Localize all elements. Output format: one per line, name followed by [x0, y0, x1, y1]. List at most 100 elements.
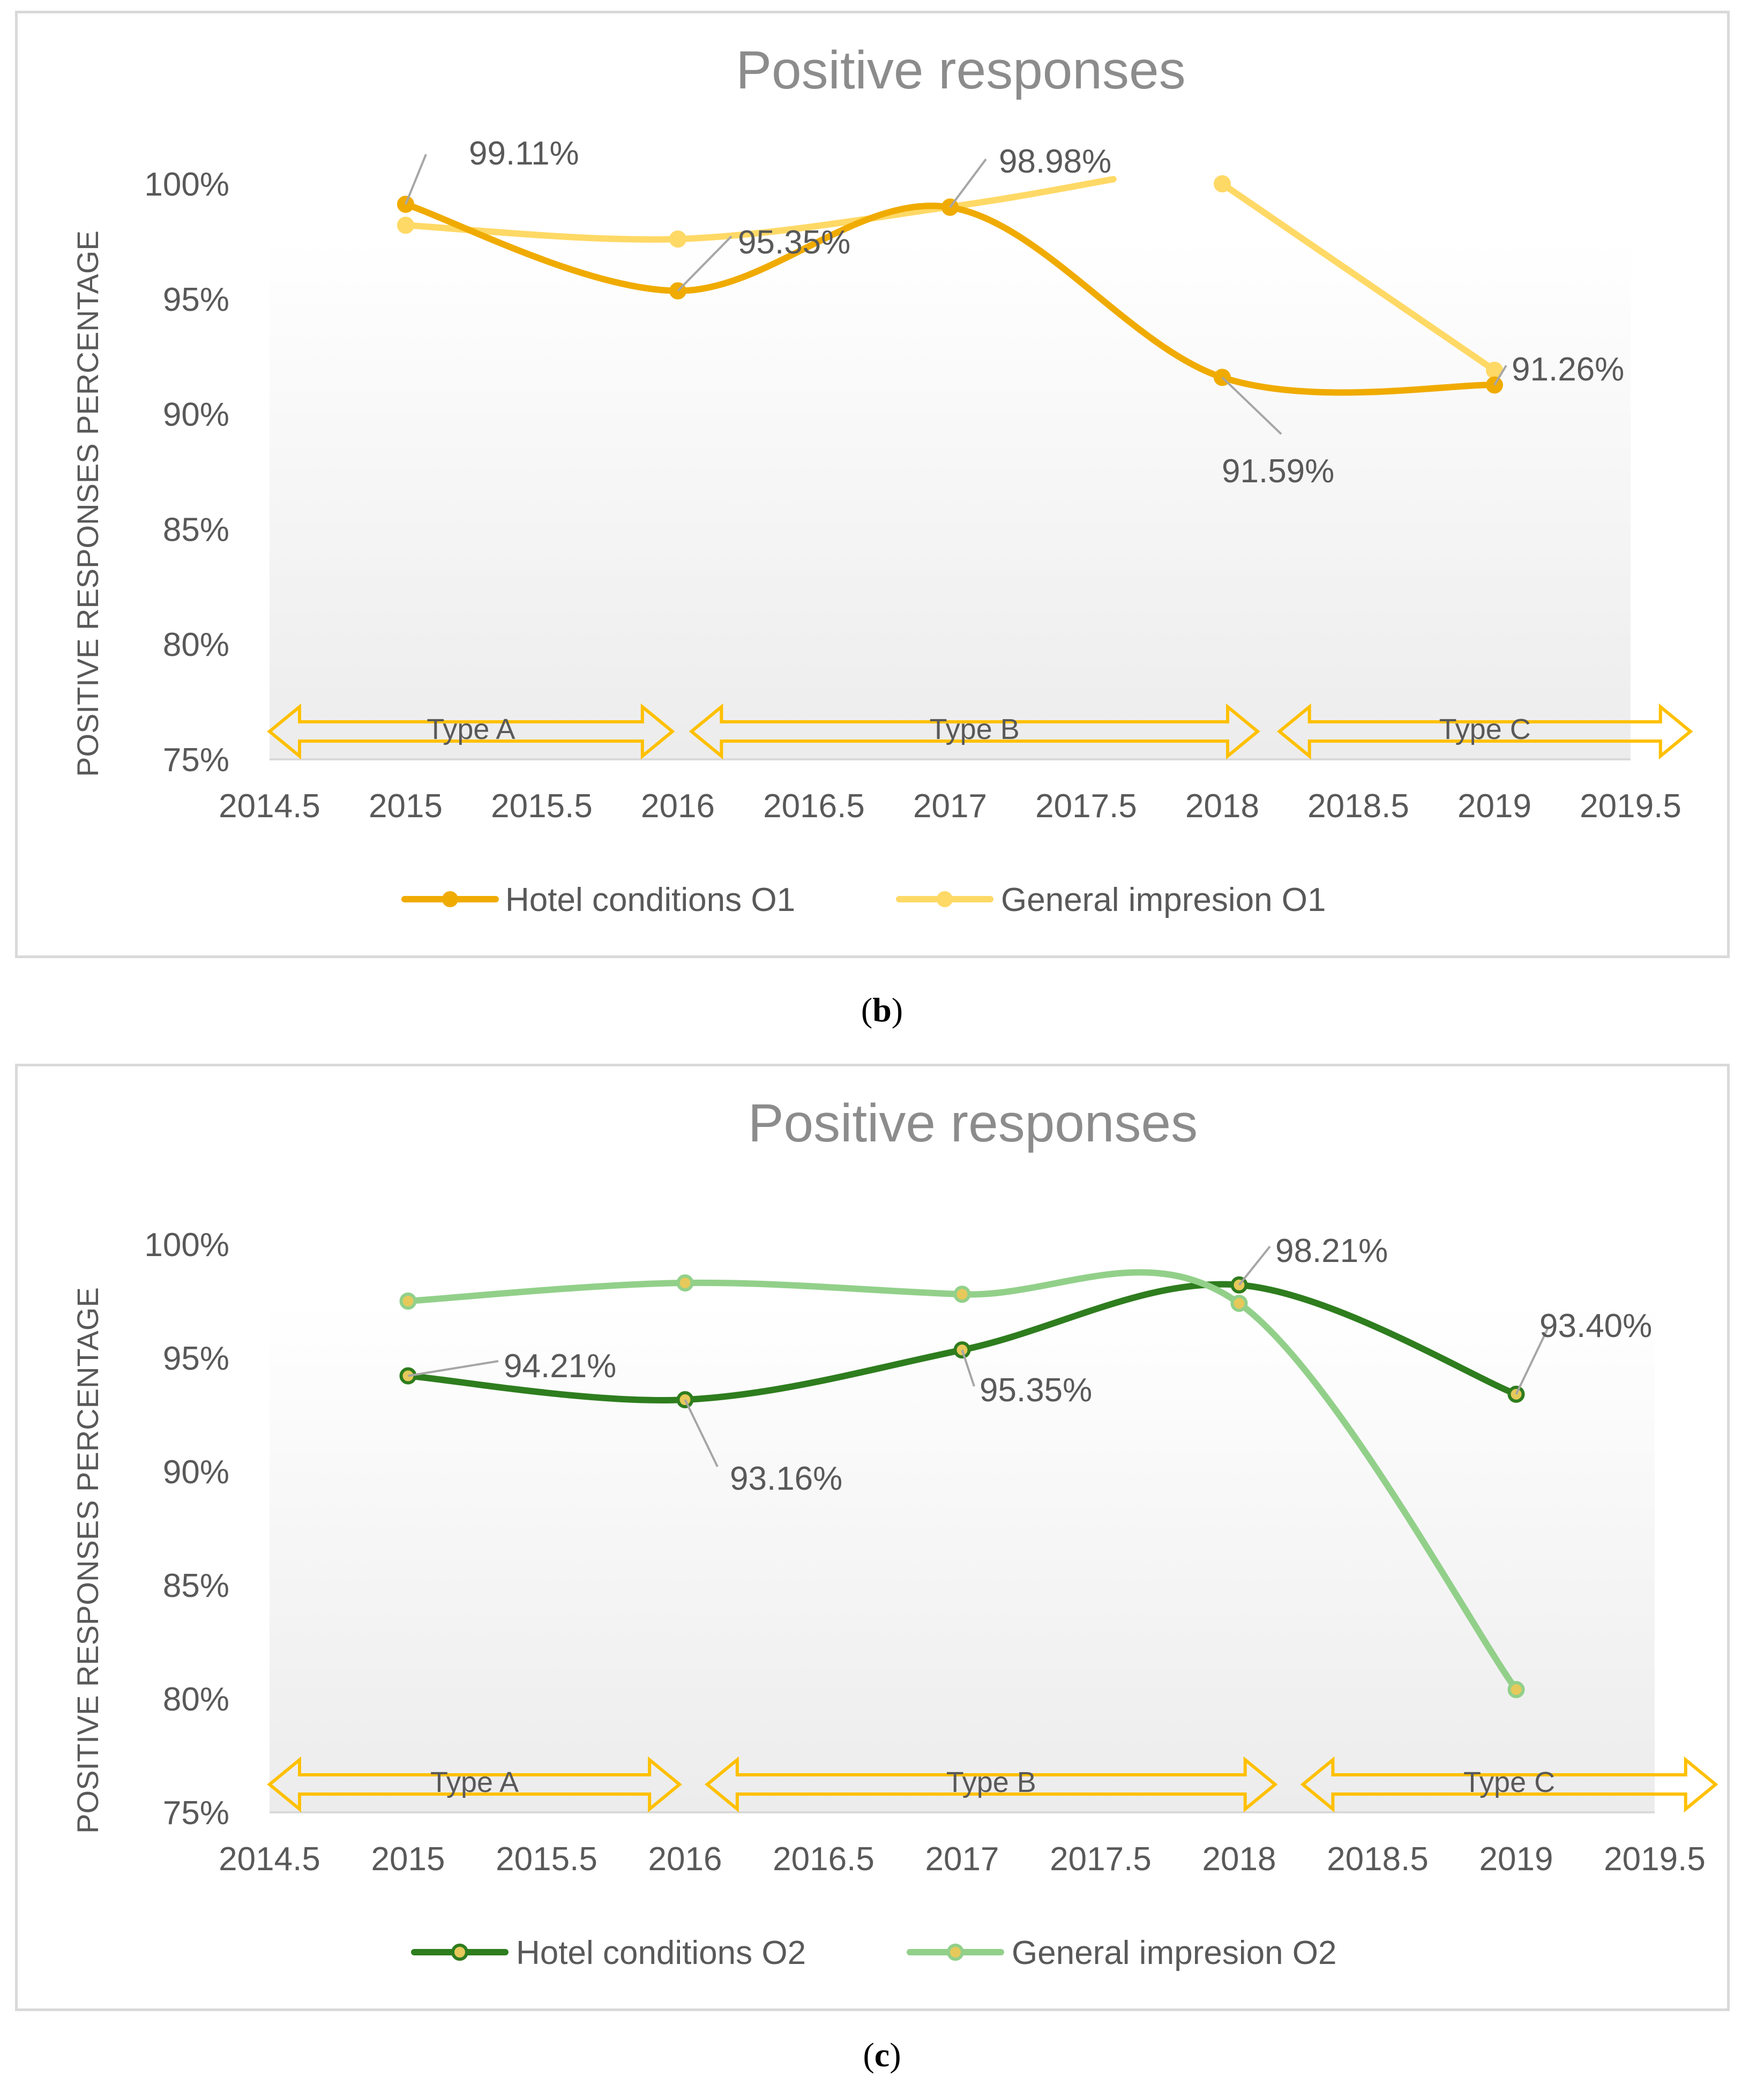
data-label-leader	[677, 235, 732, 292]
data-label-leader	[1238, 1245, 1271, 1286]
legend-label: Hotel conditions O1	[505, 882, 795, 918]
data-point	[676, 1274, 694, 1292]
x-tick-label: 2019	[1479, 1841, 1553, 1878]
caption-c-letter: c	[874, 2036, 890, 2074]
y-axis-title: POSITIVE RESPONSES PERCENTAGE	[71, 1287, 104, 1834]
data-point	[399, 1293, 417, 1310]
data-label-leader	[961, 1349, 975, 1387]
data-label-leader	[684, 1399, 719, 1467]
data-label-leader	[405, 154, 427, 205]
region-arrow	[705, 1756, 1278, 1813]
data-point	[397, 216, 414, 234]
data-point	[953, 1341, 971, 1359]
caption-c: (c)	[863, 2036, 901, 2074]
data-point	[669, 230, 686, 248]
legend-swatch-marker	[947, 1944, 964, 1961]
x-tick-label: 2018	[1185, 788, 1259, 825]
data-label: 94.21%	[504, 1348, 616, 1385]
y-tick-label: 85%	[163, 1567, 229, 1604]
x-tick-label: 2017	[913, 788, 987, 825]
data-label: 95.35%	[980, 1372, 1092, 1409]
x-tick-label: 2018.5	[1327, 1841, 1429, 1878]
x-tick-label: 2015.5	[491, 788, 593, 825]
x-tick-label: 2015	[371, 1841, 445, 1878]
series-line	[405, 1269, 1520, 1693]
region-label: Type B	[930, 713, 1020, 745]
series-line	[402, 176, 1117, 243]
region-arrow	[267, 703, 675, 760]
x-tick-label: 2016	[648, 1841, 722, 1878]
x-tick-label: 2016.5	[773, 1841, 874, 1878]
x-tick-label: 2016.5	[763, 788, 865, 825]
data-label-leader	[1515, 1328, 1549, 1395]
x-tick-label: 2018.5	[1307, 788, 1409, 825]
x-tick-label: 2018	[1202, 1841, 1276, 1878]
region-label: Type A	[427, 713, 515, 745]
plot-area-background	[270, 238, 1631, 759]
x-tick-label: 2015	[369, 788, 443, 825]
legend-label: General impresion O1	[1001, 882, 1326, 918]
data-point	[1507, 1681, 1525, 1699]
chart-panel-b: Positive responses POSITIVE RESPONSES PER…	[15, 11, 1730, 958]
x-tick-label: 2017.5	[1035, 788, 1137, 825]
x-tick-label: 2017	[925, 1841, 999, 1878]
chart-title: Positive responses	[736, 40, 1185, 100]
data-point	[1507, 1385, 1525, 1403]
series-line	[1219, 181, 1498, 374]
region-label: Type B	[946, 1766, 1036, 1798]
data-label: 91.59%	[1222, 453, 1334, 490]
legend-label: General impresion O2	[1012, 1934, 1337, 1971]
data-label-leader	[949, 158, 987, 208]
region-label: Type A	[430, 1766, 519, 1798]
legend-swatch-marker	[442, 891, 458, 907]
x-tick-label: 2017.5	[1050, 1841, 1152, 1878]
data-point	[1230, 1295, 1248, 1312]
x-tick-label: 2019	[1457, 788, 1531, 825]
x-tick-label: 2019.5	[1604, 1841, 1706, 1878]
y-tick-label: 75%	[163, 742, 229, 779]
caption-b-letter: b	[872, 991, 892, 1029]
y-tick-label: 75%	[163, 1795, 229, 1832]
x-tick-label: 2014.5	[219, 788, 320, 825]
region-arrow	[1300, 1756, 1718, 1813]
chart-c-svg: Positive responses POSITIVE RESPONSES PER…	[71, 1093, 1718, 1971]
x-tick-label: 2015.5	[496, 1841, 597, 1878]
data-label: 93.16%	[730, 1460, 842, 1497]
region-arrow	[689, 703, 1260, 760]
plot-area-background	[270, 1302, 1655, 1812]
y-tick-label: 95%	[163, 281, 229, 318]
region-label: Type C	[1439, 713, 1531, 745]
data-label-leader	[408, 1360, 499, 1377]
data-label: 91.26%	[1512, 351, 1624, 388]
y-tick-label: 85%	[163, 511, 229, 548]
region-arrow	[267, 1756, 682, 1813]
x-tick-label: 2016	[641, 788, 715, 825]
chart-title: Positive responses	[748, 1093, 1198, 1153]
y-tick-label: 100%	[144, 166, 229, 203]
data-label: 99.11%	[469, 135, 579, 172]
y-tick-label: 80%	[163, 626, 229, 663]
legend-swatch-marker	[937, 891, 953, 907]
y-tick-label: 100%	[144, 1227, 229, 1264]
caption-b: (b)	[861, 991, 903, 1029]
legend-swatch-marker	[451, 1944, 468, 1961]
data-label: 93.40%	[1539, 1308, 1652, 1344]
x-tick-label: 2019.5	[1580, 788, 1681, 825]
y-tick-label: 80%	[163, 1681, 229, 1718]
data-label-leader	[1493, 364, 1507, 386]
chart-b-svg: Positive responses POSITIVE RESPONSES PER…	[71, 40, 1693, 918]
y-tick-label: 90%	[163, 397, 229, 434]
data-point	[399, 1367, 417, 1385]
y-tick-label: 90%	[163, 1454, 229, 1491]
data-label: 98.21%	[1275, 1233, 1388, 1269]
region-label: Type C	[1463, 1766, 1555, 1798]
data-label: 98.98%	[999, 143, 1111, 180]
data-label-leader	[1221, 376, 1282, 435]
data-label: 95.35%	[738, 224, 850, 261]
chart-panel-c: Positive responses POSITIVE RESPONSES PER…	[15, 1064, 1730, 2011]
data-point	[1214, 175, 1231, 192]
legend-label: Hotel conditions O2	[516, 1934, 806, 1971]
x-tick-label: 2014.5	[219, 1841, 320, 1878]
y-tick-label: 95%	[163, 1340, 229, 1377]
y-axis-title: POSITIVE RESPONSES PERCENTAGE	[71, 230, 104, 777]
